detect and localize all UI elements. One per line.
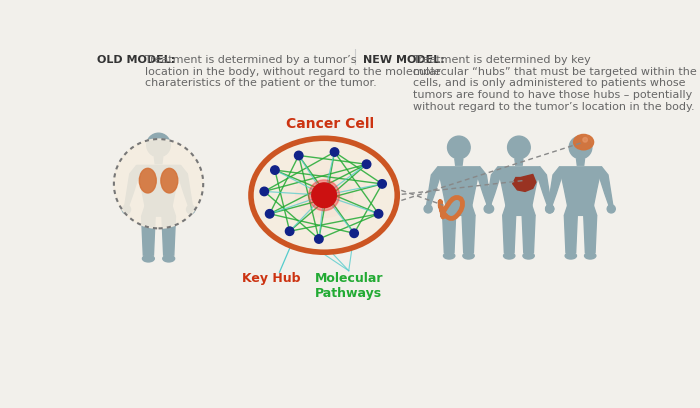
Polygon shape: [512, 175, 536, 191]
Polygon shape: [136, 165, 181, 206]
Circle shape: [583, 137, 587, 142]
Ellipse shape: [503, 253, 515, 259]
Polygon shape: [598, 167, 613, 207]
Circle shape: [424, 205, 432, 213]
Ellipse shape: [143, 255, 154, 262]
Circle shape: [286, 227, 294, 235]
Ellipse shape: [139, 169, 156, 193]
Polygon shape: [564, 215, 578, 253]
Circle shape: [378, 180, 386, 188]
Ellipse shape: [463, 253, 474, 259]
Circle shape: [312, 183, 337, 208]
Polygon shape: [141, 206, 176, 216]
Circle shape: [147, 133, 170, 157]
Polygon shape: [177, 165, 192, 208]
Text: Cancer Cell: Cancer Cell: [286, 117, 374, 131]
Ellipse shape: [565, 253, 577, 259]
Ellipse shape: [584, 253, 596, 259]
Polygon shape: [477, 167, 491, 207]
Circle shape: [545, 205, 554, 213]
Circle shape: [486, 205, 493, 213]
Polygon shape: [438, 167, 480, 206]
Polygon shape: [455, 159, 463, 165]
Text: Molecular
Pathways: Molecular Pathways: [314, 272, 383, 300]
Polygon shape: [486, 167, 501, 207]
Circle shape: [309, 180, 340, 211]
Polygon shape: [498, 167, 540, 206]
Circle shape: [363, 160, 371, 169]
Polygon shape: [522, 215, 535, 253]
Polygon shape: [548, 167, 563, 207]
Text: NEW MODEL:: NEW MODEL:: [363, 55, 448, 65]
Circle shape: [569, 136, 591, 159]
Text: Treatment is determined by key
molecular “hubs” that must be targeted within the: Treatment is determined by key molecular…: [413, 55, 696, 111]
Polygon shape: [154, 157, 163, 164]
Polygon shape: [503, 215, 516, 253]
Ellipse shape: [161, 169, 178, 193]
Circle shape: [260, 187, 269, 196]
Circle shape: [374, 210, 383, 218]
Text: OLD MODEL:: OLD MODEL:: [97, 55, 179, 65]
Ellipse shape: [295, 173, 354, 218]
Circle shape: [114, 139, 203, 228]
Circle shape: [314, 235, 323, 243]
Circle shape: [607, 205, 615, 213]
Circle shape: [265, 210, 274, 218]
Polygon shape: [125, 165, 140, 208]
Ellipse shape: [280, 161, 368, 229]
Polygon shape: [162, 216, 176, 255]
Polygon shape: [462, 215, 475, 253]
Polygon shape: [503, 206, 535, 215]
Circle shape: [122, 205, 131, 214]
Polygon shape: [584, 215, 596, 253]
Polygon shape: [577, 159, 584, 165]
Polygon shape: [515, 159, 523, 165]
Circle shape: [447, 136, 470, 159]
Ellipse shape: [573, 134, 594, 150]
Circle shape: [271, 166, 279, 174]
Ellipse shape: [523, 253, 534, 259]
Text: Key Hub: Key Hub: [242, 272, 301, 285]
Ellipse shape: [306, 181, 342, 209]
Circle shape: [295, 151, 303, 160]
Polygon shape: [559, 167, 601, 206]
Polygon shape: [426, 167, 441, 207]
Circle shape: [508, 136, 530, 159]
Circle shape: [546, 205, 554, 213]
Circle shape: [186, 205, 195, 214]
Polygon shape: [442, 215, 456, 253]
Polygon shape: [537, 167, 552, 207]
Circle shape: [484, 205, 492, 213]
Ellipse shape: [444, 253, 455, 259]
Polygon shape: [442, 206, 475, 215]
Ellipse shape: [163, 255, 174, 262]
Polygon shape: [141, 216, 155, 255]
Ellipse shape: [251, 138, 398, 252]
Circle shape: [330, 148, 339, 156]
Text: Treatment is determined by a tumor’s
location in the body, without regard to the: Treatment is determined by a tumor’s loc…: [145, 55, 440, 88]
Circle shape: [350, 229, 358, 237]
Polygon shape: [564, 206, 596, 215]
